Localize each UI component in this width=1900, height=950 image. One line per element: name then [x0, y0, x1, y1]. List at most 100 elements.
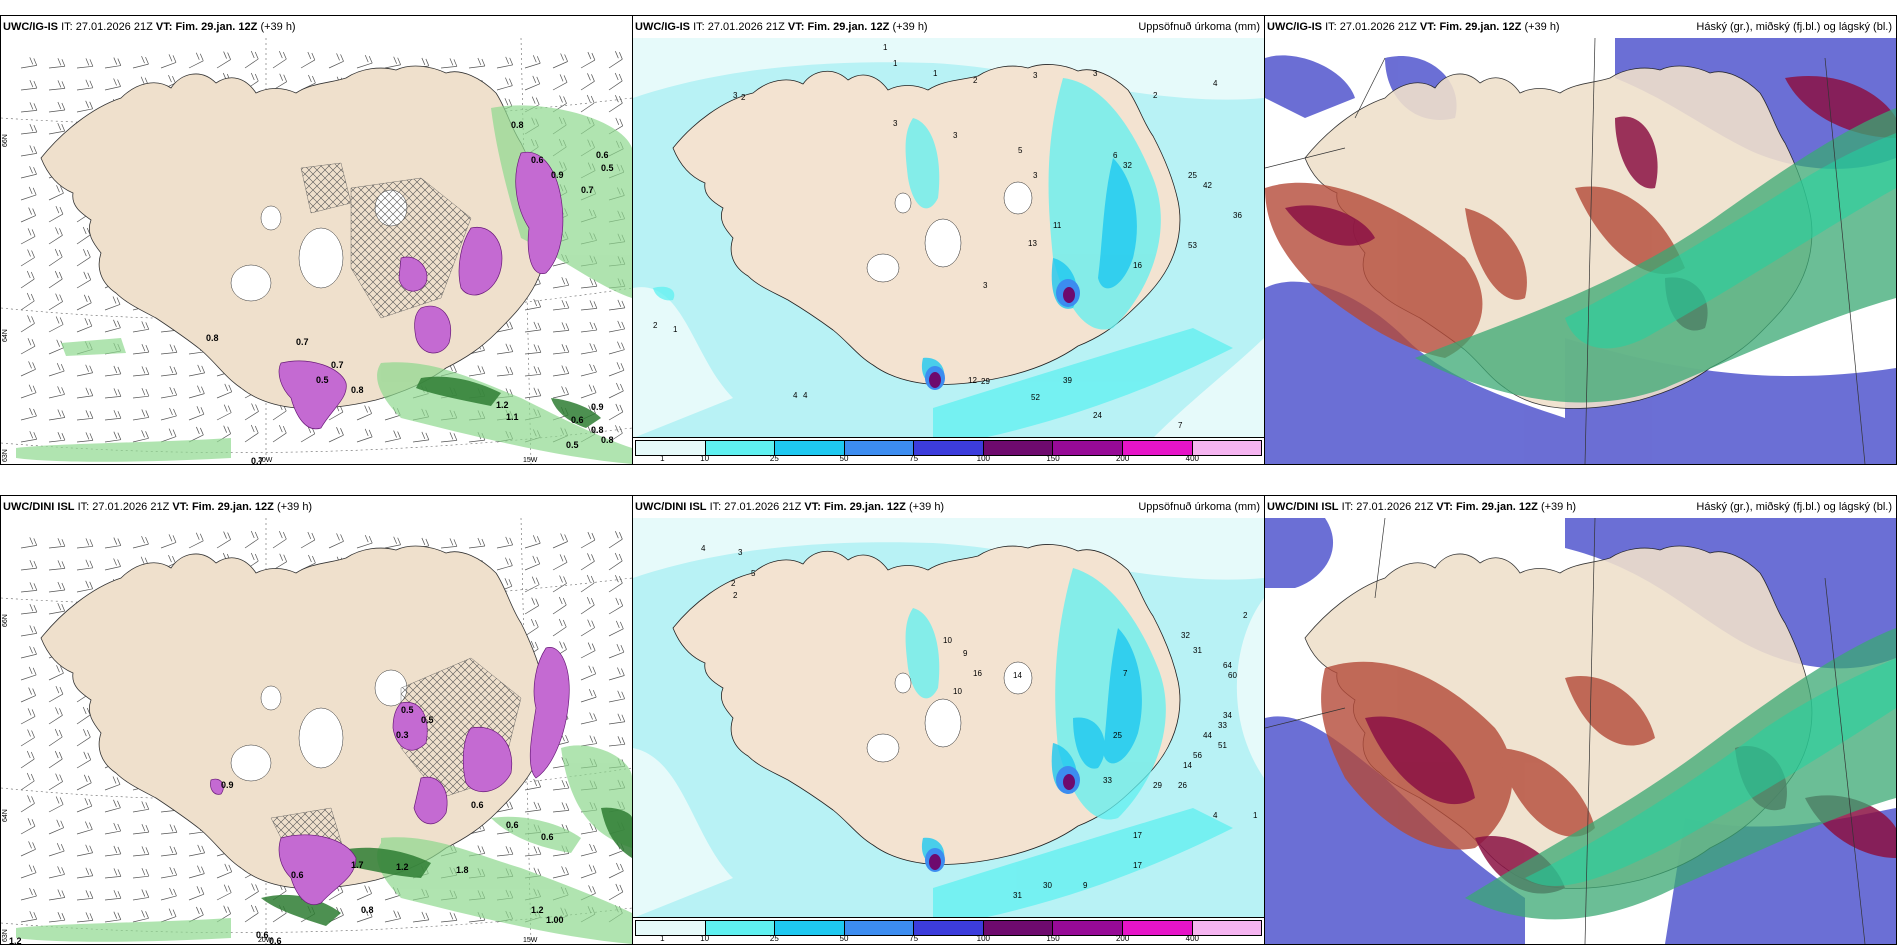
valid-time: Fim. 29.jan. 12Z [1439, 21, 1522, 33]
value-label: 14 [1183, 761, 1192, 770]
value-label: 0.9 [591, 402, 604, 412]
value-label: 2 [1243, 611, 1248, 620]
legend-tick: 10 [700, 454, 710, 463]
wind-barb [48, 773, 63, 791]
value-label: 2 [1153, 91, 1158, 100]
wind-barb [48, 665, 64, 681]
wind-barb [580, 864, 597, 879]
wind-barb [48, 819, 65, 835]
panel-header: UWC/DINI ISL IT: 27.01.2026 21Z VT: Fim.… [633, 496, 1264, 518]
wind-barb [132, 366, 150, 377]
wind-barb [76, 538, 94, 549]
wind-barb [48, 707, 63, 725]
wind-barb [244, 424, 259, 443]
value-label: 51 [1218, 741, 1227, 750]
legend-tick: 200 [1115, 934, 1130, 943]
value-label: 4 [701, 544, 706, 553]
legend-tick: 75 [909, 934, 919, 943]
value-label: 0.8 [351, 385, 364, 395]
wind-barb [580, 300, 598, 311]
value-label: 25 [1188, 171, 1197, 180]
value-label: 0.6 [541, 832, 554, 842]
map-canvas: 0.8 0.70.80.60.50.70.90.60.90.60.80.5 0.80… [1, 38, 632, 464]
wind-barb [76, 364, 93, 377]
wind-barb [104, 431, 122, 443]
wind-barb [48, 866, 65, 879]
grid-label: 63N [2, 449, 9, 462]
wind-barb [608, 403, 624, 421]
wind-barb [20, 864, 37, 879]
wind-barb [552, 365, 570, 377]
legend-tick: 10 [700, 934, 710, 943]
legend-swatch [1053, 441, 1123, 455]
wind-barb [524, 801, 542, 813]
wind-barb [552, 866, 569, 879]
valid-time: Fim. 29.jan. 12Z [191, 501, 274, 513]
panel-top-middle: UWC/IG-IS IT: 27.01.2026 21Z VT: Fim. 29… [632, 15, 1265, 465]
wind-barb [216, 51, 231, 69]
value-label: 7 [1123, 669, 1128, 678]
value-label: 0.6 [269, 936, 282, 944]
value-label: 17 [1133, 831, 1142, 840]
value-label: 5 [751, 569, 756, 578]
value-label: 2 [731, 579, 736, 588]
wind-barb [524, 846, 542, 857]
wind-barb [48, 889, 66, 901]
wind-barb [188, 364, 206, 377]
value-label: 0.6 [531, 155, 544, 165]
wind-barb [608, 72, 623, 91]
value-label: 2 [733, 591, 738, 600]
wind-barb [580, 712, 597, 725]
wind-barb [48, 80, 66, 91]
wind-barb [48, 386, 65, 399]
wind-barb [76, 432, 94, 443]
wind-barb [608, 575, 623, 593]
legend-swatch [983, 921, 1054, 935]
wind-barb [132, 343, 150, 355]
wind-barb [216, 531, 231, 549]
wind-barb [48, 185, 64, 201]
wind-barb [20, 772, 35, 791]
map-clouds [1265, 518, 1896, 944]
wind-barb [48, 912, 66, 923]
wind-barb [20, 911, 38, 923]
legend-swatch [636, 921, 706, 935]
wind-barb [580, 278, 598, 289]
value-label: 12 [968, 376, 977, 385]
it-label: IT: [693, 21, 705, 33]
wind-barb [76, 774, 92, 791]
wind-barb [20, 687, 36, 703]
legend-swatch [914, 921, 984, 935]
wind-barb [608, 382, 624, 399]
legend-labels: 1 10 25 50 75 100 150 200 400 [635, 934, 1262, 944]
wind-barb [20, 582, 38, 593]
value-label: 44 [1203, 731, 1212, 740]
panel-header: UWC/DINI ISL IT: 27.01.2026 21Z VT: Fim.… [1265, 496, 1896, 518]
valid-time: Fim. 29.jan. 12Z [1455, 501, 1538, 513]
wind-barb [76, 729, 91, 747]
wind-barb [356, 908, 373, 923]
wind-barb [104, 388, 122, 399]
value-label: 0.7 [296, 337, 309, 347]
wind-barb [580, 619, 595, 637]
value-label: 10 [943, 636, 952, 645]
wind-barb [300, 531, 316, 549]
legend-swatch [1122, 441, 1193, 455]
wind-barb [524, 576, 540, 593]
wind-barb [580, 642, 596, 659]
wind-barb [580, 531, 596, 549]
wind-barb [496, 56, 514, 69]
vt-label: VT: [1419, 21, 1437, 33]
value-label: 6 [1113, 151, 1118, 160]
wind-barb [160, 407, 177, 421]
value-label: 31 [1013, 891, 1022, 900]
init-time: 27.01.2026 21Z [1339, 21, 1417, 33]
legend-tick: 1 [660, 934, 665, 943]
wind-barb [48, 248, 63, 267]
wind-barb [48, 842, 65, 857]
wind-barb [104, 799, 121, 813]
legend-tick: 400 [1185, 934, 1200, 943]
value-label: 32 [1181, 631, 1190, 640]
wind-barb [76, 912, 94, 923]
legend-tick: 200 [1115, 454, 1130, 463]
